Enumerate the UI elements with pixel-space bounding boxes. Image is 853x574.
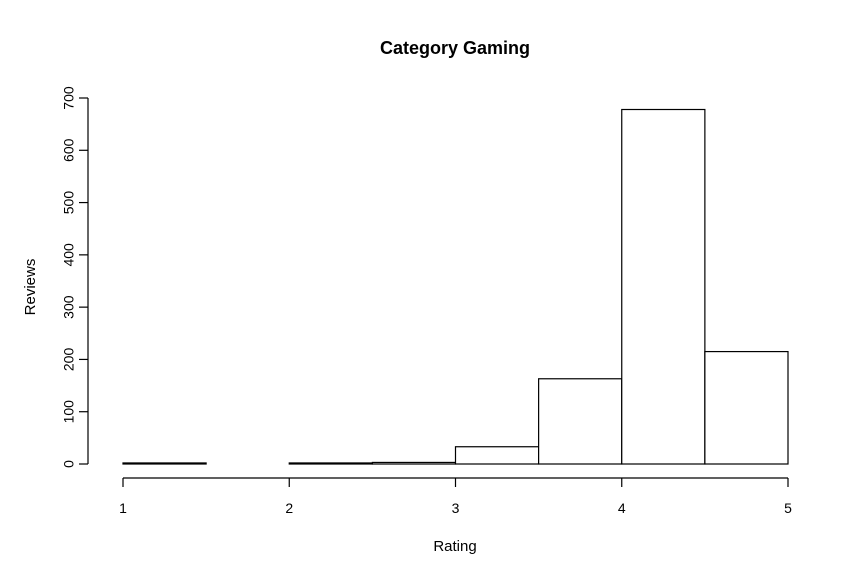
bars-layer	[122, 108, 789, 465]
histogram-bar-6	[538, 378, 623, 465]
y-axis-label: Reviews	[22, 259, 39, 316]
histogram-bar-4	[371, 461, 457, 465]
y-tick-label-8: 700	[61, 86, 77, 110]
x-tick-label-1: 1	[119, 500, 127, 516]
chart-title: Category Gaming	[380, 38, 530, 58]
y-tick-label-6: 500	[61, 191, 77, 215]
y-tick-label-3: 200	[61, 348, 77, 372]
y-tick-label-7: 600	[61, 138, 77, 162]
x-axis: 1 2 3 4 5	[119, 477, 792, 516]
y-axis: 0 100 200 300 400 500 600 700	[61, 86, 89, 468]
histogram-bar-3	[288, 462, 373, 465]
histogram-bar-1	[122, 462, 207, 465]
y-tick-label-2: 100	[61, 400, 77, 424]
x-axis-label: Rating	[433, 538, 476, 555]
y-tick-label-4: 300	[61, 295, 77, 319]
x-tick-label-2: 2	[285, 500, 293, 516]
x-tick-label-4: 4	[618, 500, 626, 516]
y-tick-label-1: 0	[61, 460, 77, 468]
x-tick-label-3: 3	[452, 500, 460, 516]
histogram-bar-5	[454, 446, 540, 465]
histogram-bar-7	[621, 108, 706, 465]
x-tick-label-5: 5	[784, 500, 792, 516]
histogram-bar-8	[704, 350, 789, 465]
y-tick-label-5: 400	[61, 243, 77, 267]
